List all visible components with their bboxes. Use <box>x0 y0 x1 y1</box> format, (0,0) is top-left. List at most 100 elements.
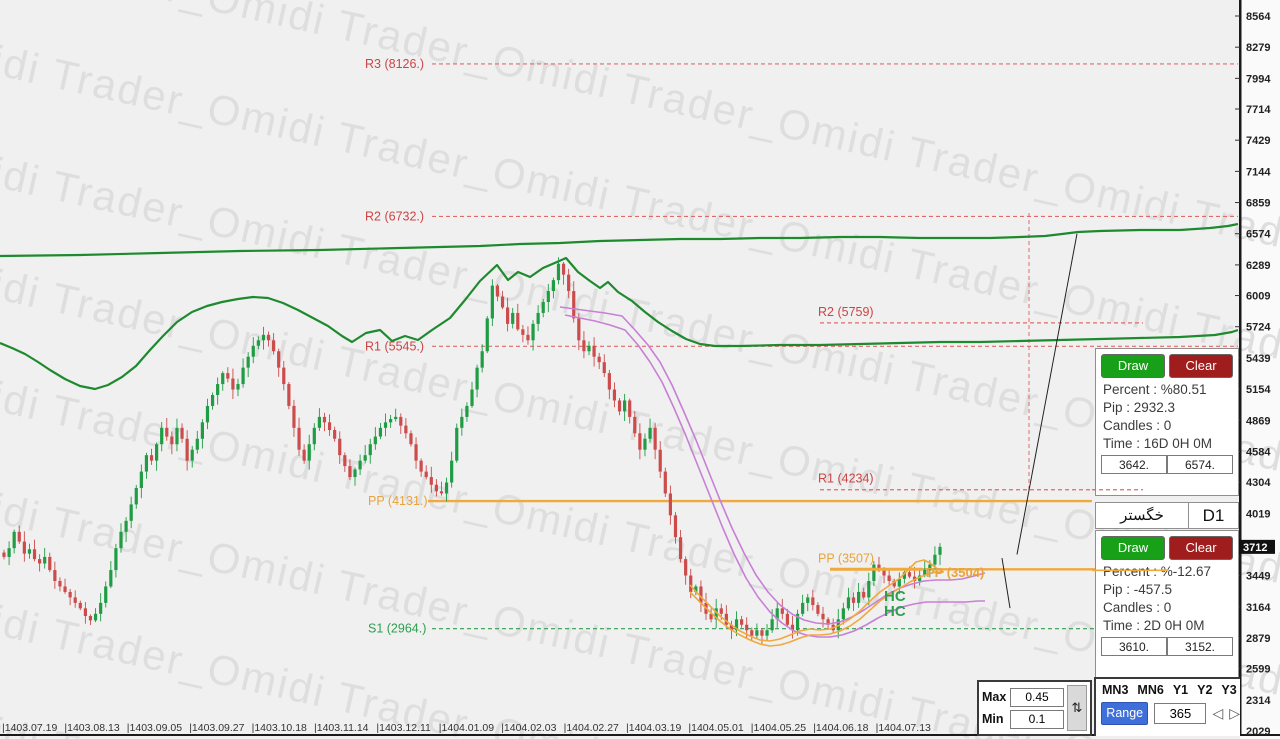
max-label: Max <box>982 690 1007 704</box>
preset-mn6[interactable]: MN6 <box>1137 683 1164 697</box>
y-tick-2599: 2599 <box>1246 664 1270 676</box>
x-tick-12: |1404.05.25 <box>751 722 806 734</box>
preset-y3[interactable]: Y3 <box>1221 683 1237 697</box>
price-axis-strip <box>1240 0 1280 739</box>
y-tick-3164: 3164 <box>1246 602 1271 614</box>
draw-button[interactable]: Draw <box>1101 536 1165 560</box>
candles <box>2 257 942 645</box>
time-value: Time : 16D 0H 0M <box>1103 435 1213 451</box>
y-tick-3449: 3449 <box>1246 571 1270 583</box>
ma-orange-fast <box>689 559 943 642</box>
y-tick-7144: 7144 <box>1246 166 1271 178</box>
max-input[interactable] <box>1010 687 1064 707</box>
range-presets: MN3 MN6 Y1 Y2 Y3 <box>1096 679 1240 699</box>
ma-green-fast <box>0 256 1239 391</box>
draw-button[interactable]: Draw <box>1101 354 1165 378</box>
minmax-panel: Max Min ⇅ <box>977 680 1092 736</box>
measure-from-input[interactable] <box>1101 455 1167 474</box>
x-tick-13: |1404.06.18 <box>813 722 868 734</box>
sort-icon: ⇅ <box>1071 700 1083 715</box>
measure-down[interactable] <box>1001 557 1011 609</box>
candles-value: Candles : 0 <box>1103 417 1172 433</box>
x-tick-10: |1404.03.19 <box>626 722 681 734</box>
clear-button[interactable]: Clear <box>1169 536 1233 560</box>
clear-button[interactable]: Clear <box>1169 354 1233 378</box>
pivot-label-ppb: PP (3507) <box>818 551 874 565</box>
x-axis-line <box>0 734 1280 736</box>
y-tick-6859: 6859 <box>1246 198 1270 210</box>
time-value: Time : 2D 0H 0M <box>1103 617 1205 633</box>
pivot-label-r2b: R2 (5759) <box>818 305 874 319</box>
x-tick-6: |1403.12.11 <box>376 722 431 734</box>
ma-orange-slow <box>689 571 944 647</box>
pivot-label-s1: S1 (2964.) <box>368 622 426 636</box>
x-tick-4: |1403.10.18 <box>252 722 307 734</box>
y-tick-7429: 7429 <box>1246 135 1270 147</box>
preset-mn3[interactable]: MN3 <box>1102 683 1129 697</box>
x-tick-0: |1403.07.19 <box>2 722 57 734</box>
min-input[interactable] <box>1010 709 1064 729</box>
pivot-label-pp: PP (4131.) <box>368 494 428 508</box>
y-tick-6009: 6009 <box>1246 291 1270 303</box>
y-tick-7714: 7714 <box>1246 104 1271 116</box>
candles-value: Candles : 0 <box>1103 599 1172 615</box>
x-tick-8: |1404.02.03 <box>501 722 556 734</box>
y-tick-5724: 5724 <box>1246 322 1271 334</box>
y-axis-line <box>1239 0 1242 736</box>
x-tick-11: |1404.05.01 <box>688 722 743 734</box>
ma-green-slow <box>0 222 1239 258</box>
y-tick-5439: 5439 <box>1246 353 1270 365</box>
measure-to-input[interactable] <box>1167 637 1233 656</box>
x-tick-5: |1403.11.14 <box>314 722 369 734</box>
ma-violet-lower <box>564 314 985 638</box>
y-tick-4869: 4869 <box>1246 415 1270 427</box>
prev-arrow-icon[interactable]: ◁ <box>1212 705 1224 721</box>
timeframe-selector[interactable]: D1 <box>1189 502 1239 529</box>
measure-panel-2: Draw Clear Percent : %-12.67 Pip : -457.… <box>1095 530 1239 680</box>
percent-value: Percent : %-12.67 <box>1103 563 1212 579</box>
pivot-label-r1b: R1 (4234) <box>818 472 874 486</box>
y-tick-2314: 2314 <box>1246 695 1271 707</box>
measure-up[interactable] <box>1016 233 1078 555</box>
pivot-lines <box>428 63 1238 630</box>
preset-y2[interactable]: Y2 <box>1197 683 1213 697</box>
measure-to-input[interactable] <box>1167 455 1233 474</box>
range-button[interactable]: Range <box>1101 702 1149 725</box>
pivot-labels: R3 (8126.) R2 (6732.) R1 (5545.) PP (4131.)… <box>365 57 874 636</box>
y-tick-2879: 2879 <box>1246 633 1270 645</box>
y-tick-8564: 8564 <box>1246 11 1271 23</box>
y-tick-4304: 4304 <box>1246 477 1271 489</box>
y-tick-5154: 5154 <box>1246 384 1271 396</box>
y-axis-labels: 8564 8279 7994 7714 7429 7144 6859 6574 6289 6009… <box>1235 11 1271 738</box>
range-panel: MN3 MN6 Y1 Y2 Y3 Range ◁ ▷ <box>1094 677 1240 736</box>
measure-from-input[interactable] <box>1101 637 1167 656</box>
y-tick-4584: 4584 <box>1246 446 1271 458</box>
range-days-input[interactable] <box>1154 703 1207 724</box>
symbol-row: خگستر D1 <box>1095 502 1239 529</box>
next-arrow-icon[interactable]: ▷ <box>1229 705 1240 721</box>
measure-panel-1: Draw Clear Percent : %80.51 Pip : 2932.3… <box>1095 348 1239 496</box>
pivot-label-r1: R1 (5545.) <box>365 339 424 353</box>
current-price-tag <box>1237 539 1275 554</box>
y-tick-4019: 4019 <box>1246 508 1270 520</box>
y-tick-2029: 2029 <box>1246 726 1270 738</box>
y-tick-7994: 7994 <box>1246 73 1271 85</box>
y-tick-8279: 8279 <box>1246 42 1270 54</box>
x-tick-7: |1404.01.09 <box>439 722 494 734</box>
min-label: Min <box>982 712 1004 726</box>
preset-y1[interactable]: Y1 <box>1172 683 1189 697</box>
x-tick-3: |1403.09.27 <box>189 722 244 734</box>
sort-toggle-button[interactable]: ⇅ <box>1067 685 1087 731</box>
annotation-hc2: HC <box>884 603 906 620</box>
ma-violet-upper <box>559 306 986 625</box>
x-tick-1: |1403.08.13 <box>64 722 119 734</box>
symbol-name[interactable]: خگستر <box>1095 502 1189 529</box>
x-tick-14: |1404.07.13 <box>876 722 931 734</box>
x-axis-labels: |1403.07.19 |1403.08.13 |1403.09.05 |1403.0… <box>2 722 931 734</box>
y-tick-6574: 6574 <box>1246 229 1271 241</box>
annotation-hc1: HC <box>884 588 906 605</box>
current-price-value: 3712 <box>1243 542 1267 554</box>
